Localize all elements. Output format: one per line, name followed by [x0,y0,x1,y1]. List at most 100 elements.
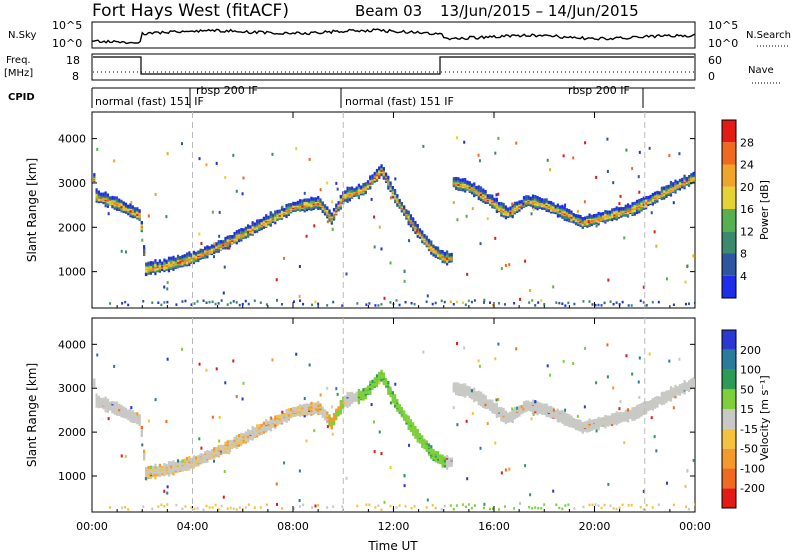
power-cell [261,219,263,222]
velocity-cell [548,406,550,409]
velocity-cell [308,404,310,407]
velocity-cell [462,384,464,387]
power-cell [595,214,597,217]
velocity-cell [577,420,579,423]
power-nearrange [558,302,560,305]
power-scatter [199,157,201,160]
power-cell [460,179,462,182]
power-scatter [212,211,214,214]
power-scatter [96,148,98,151]
power-nearrange [242,303,244,306]
velocity-cell [256,424,258,427]
power-cell [478,188,480,191]
power-cell [152,261,154,264]
velocity-cell [261,424,263,427]
velocity-cell [347,399,349,402]
power-nearrange [534,304,536,307]
power-nearrange [248,303,250,306]
velocity-cell [290,408,292,411]
power-cell [527,195,529,198]
velocity-cell [419,433,421,436]
nsky-line [92,29,695,43]
velocity-cell [561,410,563,413]
colorbar-tick-label: 28 [740,136,754,149]
nave-tick-top: 60 [708,54,722,67]
power-cell [365,182,367,185]
power-cell [561,205,563,208]
power-scatter [167,281,169,284]
velocity-cell [469,386,471,389]
power-cell [414,221,416,224]
nave-label: Nave [748,65,774,76]
power-nearrange [453,303,455,306]
power-cell [247,224,249,227]
power-nearrange [456,301,458,304]
velocity-cell [148,466,150,469]
power-nearrange [230,302,232,305]
velocity-cell [236,435,238,438]
velocity-cell [383,373,385,376]
power-cell [283,208,285,211]
velocity-cell [159,464,161,467]
power-cell [369,186,371,189]
power-scatter [213,255,215,258]
power-scatter [335,182,337,185]
power-cell [159,259,161,262]
power-cell [688,175,690,178]
velocity-cell [480,395,482,398]
power-cell [530,197,532,200]
station-title: Fort Hays West (fitACF) [92,1,289,21]
velocity-cell [93,378,95,381]
power-scatter [483,299,485,302]
velocity-cell [514,407,516,410]
power-cell [634,202,636,205]
power-cell [220,240,222,243]
power-cell [347,194,349,197]
velocity-cell [423,439,425,442]
power-cell [143,245,145,248]
velocity-cell [484,395,486,398]
power-scatter [638,175,640,178]
power-cell [138,209,140,212]
velocity-cell [643,405,645,408]
velocity-cell [584,422,586,425]
power-cell [480,186,482,189]
velocity-cell [417,429,419,432]
power-scatter [577,210,579,213]
power-nearrange [432,303,434,306]
power-cell [591,215,593,218]
power-cell [638,199,640,202]
velocity-cell [328,414,330,417]
velocity-cell [455,382,457,385]
power-cell [403,205,405,208]
velocity-cell [109,401,111,404]
velocity-cell [249,430,251,433]
power-nearrange [685,303,687,306]
power-scatter [456,218,458,221]
velocity-cell [168,473,170,476]
power-cell [299,199,301,202]
power-scatter [456,136,458,139]
power-nearrange [194,302,196,305]
power-nearrange [163,301,165,304]
velocity-cell [276,415,278,418]
power-cell [310,197,312,200]
velocity-cell [209,451,211,454]
power-scatter [198,233,200,236]
colorbar-segment [722,254,736,276]
y-tick-label: 2000 [58,221,86,234]
power-nearrange [405,301,407,304]
power-nearrange [610,300,612,303]
nsky-strip-frame [92,22,695,48]
power-cell [566,216,568,219]
power-cell [439,250,441,253]
velocity-cell [475,391,477,394]
velocity-cell [625,410,627,413]
power-cell [157,262,159,265]
power-cell [555,205,557,208]
velocity-cell [634,407,636,410]
power-cell [188,260,190,263]
power-cell [105,191,107,194]
power-cell [577,215,579,218]
power-scatter [494,152,496,155]
